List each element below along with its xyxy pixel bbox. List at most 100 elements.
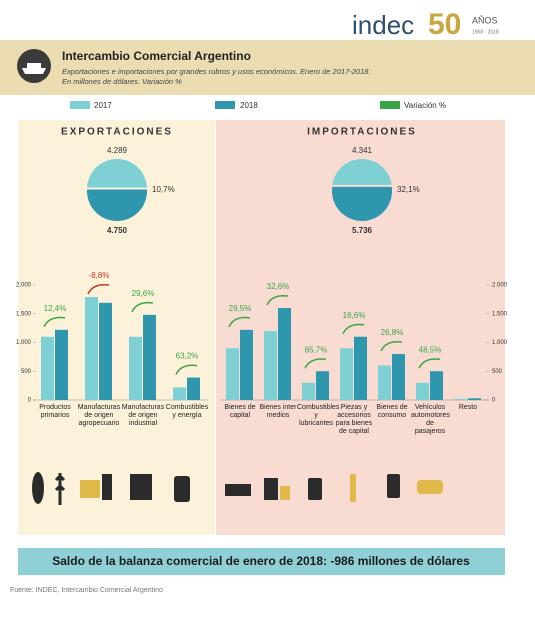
variation-arc — [266, 294, 289, 306]
legend-swatch — [380, 101, 400, 109]
bar — [468, 398, 481, 400]
total-label: 4.341 — [352, 146, 373, 155]
icon — [225, 484, 251, 496]
ship-shape — [22, 63, 46, 74]
x-tick-label: Manufacturas de origen agropecuario — [77, 404, 121, 427]
legend-swatch — [70, 101, 90, 109]
icon — [280, 486, 290, 500]
icons — [32, 472, 443, 505]
icon — [417, 480, 443, 494]
x-tick-label: Vehículos automotores de pasajeros — [411, 404, 450, 435]
bar — [302, 382, 315, 400]
bar — [226, 348, 239, 400]
x-tick-label: Bienes de capital — [224, 404, 256, 419]
variation-label: 16,6% — [343, 311, 366, 320]
bar — [264, 331, 277, 400]
legend-label: 2018 — [240, 101, 258, 110]
bar — [454, 398, 467, 400]
icon — [308, 478, 322, 500]
y-tick-label: 1.500 — [492, 311, 508, 317]
total-label: 5.736 — [352, 226, 373, 235]
y-tick-label: 500 — [492, 369, 503, 375]
legend-label: Variación % — [404, 101, 446, 110]
y-tick-label: 2.000 — [16, 283, 32, 289]
x-tick-label: Resto — [458, 404, 478, 411]
icon — [54, 473, 66, 505]
icon — [387, 474, 400, 498]
bar — [278, 308, 291, 400]
title: Intercambio Comercial Argentino — [62, 49, 251, 63]
bar — [316, 371, 329, 400]
variation-label: 85,7% — [305, 345, 328, 354]
header-band — [0, 40, 535, 95]
total-change: 10,7% — [152, 185, 175, 194]
legend-label: 2017 — [94, 101, 112, 110]
total-segment — [87, 158, 147, 188]
variation-arc — [304, 358, 327, 369]
variation-arc — [380, 340, 403, 352]
bar — [55, 329, 68, 400]
variation-arc — [87, 284, 110, 295]
panel-title: IMPORTACIONES — [307, 127, 417, 138]
bar — [392, 354, 405, 400]
y-tick-label: 2.000 — [492, 283, 508, 289]
x-tick-label: Manufacturas de origen industrial — [121, 404, 165, 427]
icon — [32, 472, 44, 504]
x-tick-label: Combustibles y lubricantes — [297, 404, 340, 427]
y-tick-label: 0 — [492, 398, 496, 404]
x-tick-label: Bienes inter medios — [259, 404, 297, 419]
subtitle: En millones de dólares. Variación % — [62, 77, 182, 86]
icon — [264, 478, 278, 500]
bar — [129, 336, 142, 400]
bar — [187, 377, 200, 400]
variation-label: 29,6% — [132, 289, 155, 298]
logo: indec — [352, 10, 414, 40]
icon — [174, 476, 190, 502]
variation-label: 63,2% — [176, 352, 199, 361]
bar — [41, 336, 54, 400]
bar — [85, 297, 98, 400]
x-tick-label: Combustibles y energía — [165, 404, 209, 419]
bar — [143, 314, 156, 400]
exports-panel — [18, 120, 215, 535]
source: Fuente: INDEC, Intercambio Comercial Arg… — [10, 587, 163, 594]
variation-label: -8,8% — [89, 271, 110, 280]
icon — [80, 480, 100, 498]
x-tick-label: Productos primarios — [39, 404, 71, 419]
panel-title: EXPORTACIONES — [61, 127, 173, 138]
y-tick-label: 1.000 — [492, 340, 508, 346]
x-tick-label: Bienes de consumo — [376, 404, 408, 419]
x-tick-label: Piezas y accesorios para bienes de capit… — [335, 404, 373, 435]
legend-swatch — [215, 101, 235, 109]
variation-label: 26,8% — [381, 328, 404, 337]
total-segment — [332, 186, 393, 221]
variation-arc — [228, 316, 251, 328]
bar — [99, 302, 112, 400]
bar — [173, 387, 186, 400]
bar — [416, 382, 429, 400]
total-segment — [87, 189, 147, 221]
y-tick-label: 1.500 — [16, 311, 32, 317]
variation-label: 29,5% — [229, 304, 252, 313]
anniversary-label: AÑOS — [472, 15, 498, 25]
subtitle: Exportaciones e importaciones por grande… — [62, 67, 371, 76]
y-tick-label: 500 — [21, 369, 32, 375]
variation-arc — [175, 364, 198, 375]
total-label: 4.289 — [107, 146, 128, 155]
icon — [350, 474, 356, 502]
total-segment — [332, 158, 392, 185]
variation-arc — [131, 301, 154, 313]
variation-arc — [342, 323, 365, 335]
summary-band — [18, 548, 505, 575]
y-tick-label: 1.000 — [16, 340, 32, 346]
bar — [430, 371, 443, 400]
y-tick-label: 0 — [28, 398, 32, 404]
bar — [240, 329, 253, 400]
variation-arc — [418, 358, 441, 369]
bar — [354, 336, 367, 400]
bar — [340, 348, 353, 400]
anniversary-years: 1968 · 2018 — [472, 29, 499, 35]
variation-arc — [43, 316, 66, 328]
